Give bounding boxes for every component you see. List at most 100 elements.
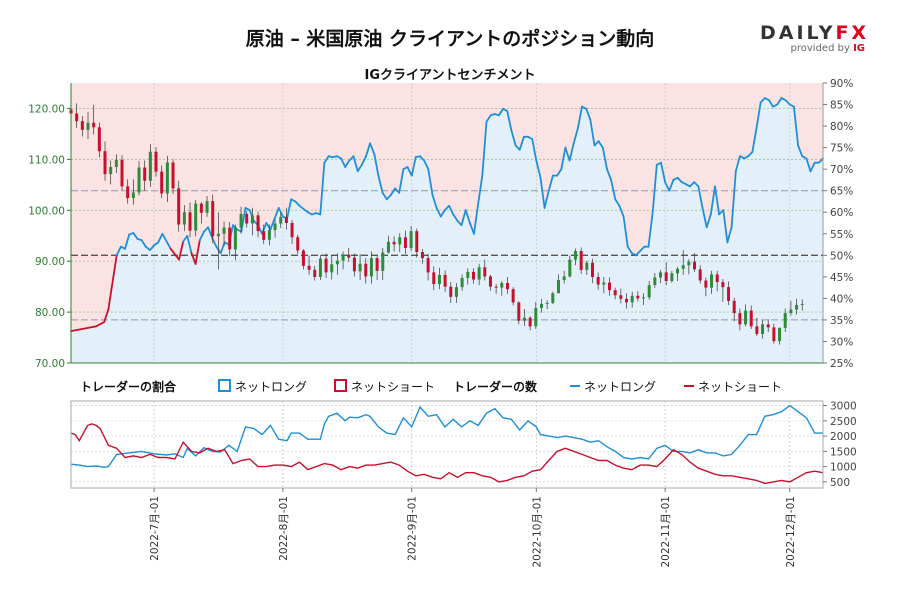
- candle-body: [211, 201, 215, 237]
- long-pct-segment: [709, 185, 716, 216]
- pct-tick-label: 90%: [830, 78, 853, 90]
- candle-body: [222, 227, 226, 234]
- price-tick-label: 70.00: [35, 358, 65, 370]
- long-pct-segment: [356, 163, 363, 173]
- candle-body: [528, 317, 532, 327]
- long-pct-segment: [148, 244, 156, 252]
- long-pct-segment: [556, 168, 563, 177]
- long-pct-segment: [722, 209, 729, 244]
- pct-tick-label: 50%: [830, 250, 853, 262]
- long-pct-segment: [759, 97, 766, 104]
- long-pct-segment: [340, 157, 347, 168]
- brand-provided-by: provided by IG: [760, 43, 865, 54]
- long-pct-segment: [277, 206, 284, 218]
- long-pct-segment: [560, 146, 567, 171]
- long-pct-segment: [423, 159, 430, 171]
- price-sentiment-panel: 120.00 110.00 100.00 90.00 80.00 70.00 90% 85% 8…: [28, 78, 853, 370]
- candle-body: [789, 309, 793, 314]
- ratio-legend-title: トレーダーの割合: [80, 380, 177, 394]
- long-pct-segment: [124, 233, 131, 250]
- long-pct-segment: [269, 217, 276, 231]
- candle-body: [143, 167, 147, 181]
- long-pct-segment: [240, 206, 247, 233]
- candle-body: [233, 227, 237, 250]
- count-legend-title: トレーダーの数: [453, 380, 538, 394]
- candle-body: [92, 122, 96, 128]
- long-pct-segment: [477, 174, 484, 205]
- candle-body: [766, 324, 770, 328]
- candle-body: [539, 303, 543, 309]
- long-pct-segment: [473, 202, 480, 235]
- short-square-icon: [334, 379, 347, 392]
- candle-body: [205, 201, 209, 213]
- long-pct-segment: [352, 155, 359, 173]
- long-pct-segment: [294, 200, 301, 207]
- candle-body: [602, 282, 606, 285]
- candle-body: [239, 213, 243, 228]
- long-pct-segment: [132, 231, 139, 240]
- date-tick-label: 2022-12月-01: [785, 496, 797, 568]
- candle-body: [301, 250, 305, 266]
- long-pct-segment: [115, 245, 122, 257]
- candle-body: [154, 151, 158, 172]
- legend-ratio-short-label: ネットショート: [351, 380, 436, 394]
- long-pct-segment: [689, 181, 696, 188]
- candle-body: [687, 261, 691, 266]
- candle-body: [80, 121, 84, 130]
- candle-body: [75, 113, 79, 122]
- candle-body: [471, 271, 475, 280]
- candle-body: [500, 283, 504, 288]
- candle-body: [245, 213, 249, 224]
- candle-body: [744, 310, 748, 325]
- long-pct-segment: [518, 135, 525, 151]
- candle-body: [273, 223, 277, 231]
- candle-body: [364, 263, 368, 277]
- legend-count-long: ネットロング: [570, 378, 656, 395]
- long-pct-segment: [531, 138, 538, 162]
- candle-body: [296, 237, 300, 251]
- candle-body: [710, 274, 714, 288]
- candle-body: [676, 268, 680, 274]
- pct-tick-label: 65%: [830, 186, 853, 198]
- long-pct-segment: [157, 232, 164, 244]
- candle-body: [693, 261, 697, 270]
- long-line-icon: [570, 385, 580, 387]
- long-square-icon: [218, 379, 231, 392]
- brand-provided-text: provided by: [790, 43, 850, 54]
- candle-body: [262, 231, 266, 240]
- candle-body: [131, 192, 135, 199]
- long-pct-segment: [726, 226, 733, 244]
- candle-body: [432, 272, 436, 285]
- long-pct-segment: [140, 239, 147, 248]
- candle-body: [341, 254, 345, 261]
- count-tick-label: 2000: [830, 431, 857, 443]
- candle-body: [352, 257, 356, 272]
- price-tick-label: 90.00: [35, 256, 65, 268]
- candle-body: [534, 308, 538, 327]
- long-pct-segment: [377, 174, 384, 194]
- candle-body: [783, 313, 787, 328]
- candle-body: [579, 251, 583, 270]
- long-pct-segment: [797, 144, 804, 158]
- candle-body: [398, 237, 402, 245]
- candle-body: [494, 286, 498, 288]
- long-pct-segment: [626, 245, 633, 255]
- count-tick-label: 1000: [830, 462, 857, 474]
- candle-body: [483, 267, 487, 277]
- candle-body: [86, 122, 90, 130]
- long-pct-segment: [385, 194, 392, 201]
- candle-body: [619, 295, 623, 299]
- candle-body: [228, 227, 232, 250]
- candle-body: [778, 327, 782, 342]
- candle-body: [120, 159, 124, 187]
- candle-body: [596, 276, 600, 285]
- candle-body: [177, 188, 181, 225]
- long-pct-segment: [431, 194, 438, 209]
- long-pct-segment: [747, 150, 754, 158]
- candle-body: [392, 241, 396, 245]
- long-pct-segment: [693, 181, 700, 188]
- legend-ratio-short: ネットショート: [334, 378, 435, 395]
- candle-body: [573, 251, 577, 260]
- pct-tick-label: 70%: [830, 164, 853, 176]
